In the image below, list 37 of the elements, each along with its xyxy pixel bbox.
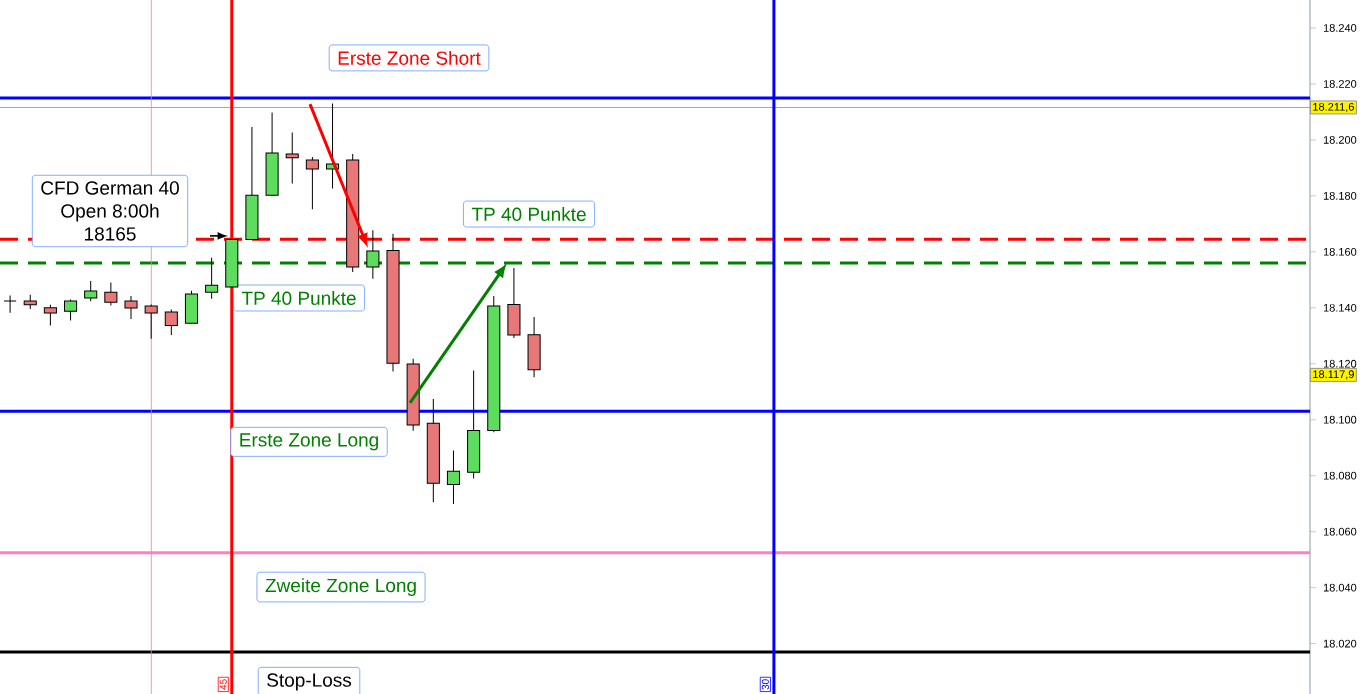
candlestick: [84, 280, 98, 302]
candlestick: [205, 257, 219, 300]
annotation: Zweite Zone Long: [265, 578, 416, 596]
y-tick-label: 18.220: [1323, 80, 1357, 88]
y-tick-label: 18.160: [1323, 247, 1357, 256]
candlestick: [446, 450, 461, 505]
candlestick: [285, 132, 299, 185]
annotation: Stop-Loss: [267, 673, 352, 691]
y-tick-label: 18.100: [1323, 415, 1357, 424]
candlestick: [144, 303, 158, 340]
candlestick: [124, 295, 138, 320]
y-tick-label: 18.080: [1323, 471, 1357, 480]
annotation: CFD German 40: [41, 181, 179, 195]
y-tick-label: 18.120: [1323, 359, 1357, 368]
candlestick: [104, 282, 118, 307]
y-tick-label: 18.140: [1323, 303, 1357, 312]
annotation: Open 8:00h: [61, 203, 159, 222]
annotation: 18165: [85, 227, 136, 241]
y-tick-label: 18.200: [1323, 136, 1357, 144]
y-tick-label: 18.060: [1323, 527, 1357, 536]
annotation: TP 40 Punkte: [471, 207, 586, 222]
y-tick-label: 18.040: [1323, 583, 1357, 592]
ref-line-label: 18.211,6: [1313, 102, 1354, 112]
text: 18.117,9: [1313, 370, 1354, 380]
candlestick: [164, 308, 178, 336]
candlestick: [305, 156, 319, 210]
candlestick: [3, 294, 17, 314]
annotation: 30: [761, 679, 769, 690]
annotation: Erste Zone Short: [338, 50, 481, 65]
annotation: Erste Zone Long: [240, 433, 378, 451]
y-tick-label: 18.180: [1323, 191, 1357, 200]
y-tick-label: 18.240: [1323, 24, 1357, 32]
y-tick-label: 18.020: [1323, 639, 1357, 648]
annotation: 45: [219, 679, 227, 690]
candlestick: [64, 298, 78, 321]
candlestick: [43, 304, 57, 326]
annotation: TP 40 Punkte: [241, 291, 356, 305]
